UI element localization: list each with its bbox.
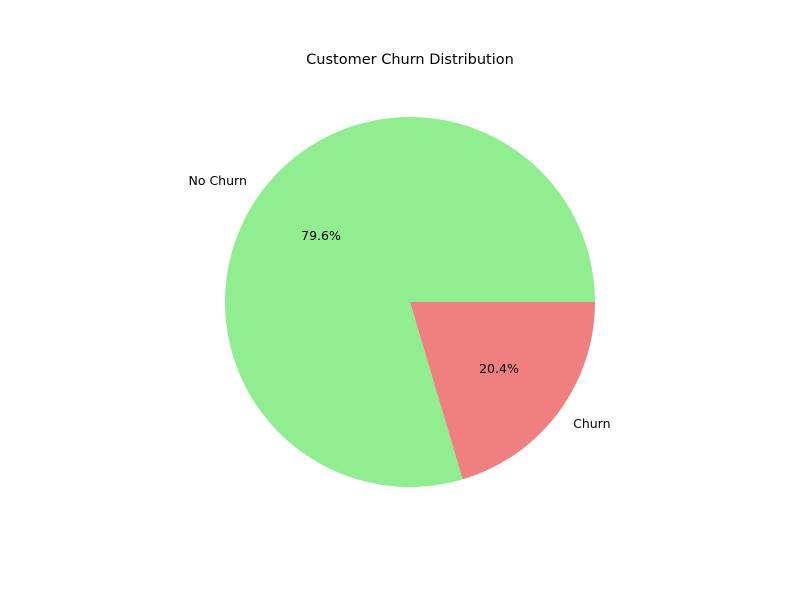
slice-label-no-churn: No Churn (188, 173, 246, 188)
percent-label-no-churn: 79.6% (301, 228, 341, 243)
slice-churn (410, 302, 595, 480)
pie-slices (225, 117, 595, 488)
percent-label-churn: 20.4% (479, 361, 519, 376)
chart-title: Customer Churn Distribution (306, 52, 514, 68)
pie-labels: No Churn 79.6% Churn 20.4% (188, 173, 610, 431)
slice-label-churn: Churn (573, 416, 610, 431)
